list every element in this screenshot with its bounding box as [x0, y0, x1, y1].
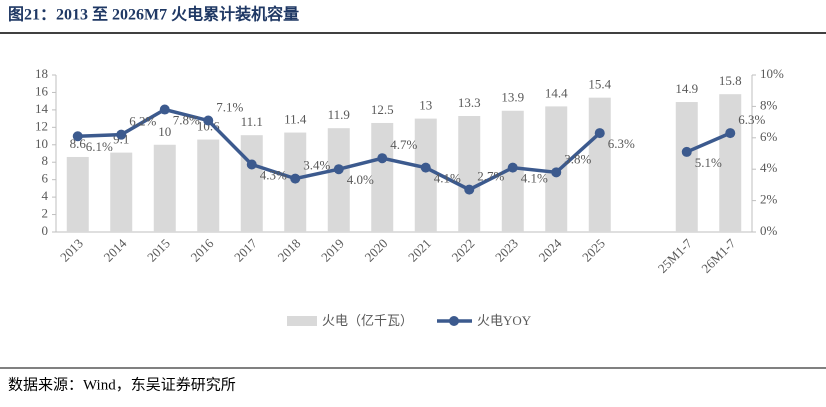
x-tick-label: 2020	[361, 236, 390, 265]
bar-label: 11.9	[328, 107, 350, 122]
bar	[458, 115, 481, 232]
chart-title: 图21：2013 至 2026M7 火电累计装机容量	[8, 5, 299, 24]
line-label: 4.3%	[260, 167, 287, 182]
line-marker	[725, 128, 736, 139]
line-label: 6.3%	[608, 136, 635, 151]
bar-label: 14.4	[545, 85, 568, 100]
line-marker	[681, 146, 692, 157]
x-tick-label: 2018	[274, 236, 303, 265]
line-label: 4.1%	[521, 171, 548, 186]
line-label: 6.1%	[86, 139, 113, 154]
line-label: 3.8%	[564, 151, 591, 166]
line-label: 4.7%	[390, 137, 417, 152]
bar-label: 12.5	[371, 102, 394, 117]
x-tick-label: 2022	[448, 236, 477, 265]
bar-label: 13.9	[501, 90, 524, 105]
line-marker	[246, 159, 257, 170]
bar	[240, 135, 263, 232]
bar-label: 11.4	[284, 112, 307, 127]
y-tick-label: 2	[42, 206, 49, 221]
y2-tick-label: 2%	[760, 192, 778, 207]
x-tick-label: 2013	[57, 236, 86, 265]
x-tick-label: 2024	[535, 235, 564, 264]
x-tick-label: 2025	[579, 236, 608, 265]
line-marker	[507, 162, 518, 173]
bar-label: 15.8	[719, 73, 742, 88]
legend-swatch	[287, 316, 317, 326]
bar	[588, 97, 611, 232]
line-marker	[464, 184, 475, 195]
line-marker	[551, 167, 562, 178]
legend-marker	[449, 316, 459, 326]
bar-label: 10.6	[197, 119, 220, 134]
bar	[371, 122, 394, 232]
bar-label: 8.6	[70, 136, 87, 151]
bar	[153, 144, 176, 232]
y-tick-label: 12	[35, 118, 48, 133]
y-tick-label: 14	[35, 101, 49, 116]
line-label: 3.4%	[303, 158, 330, 173]
line-label: 7.8%	[173, 113, 200, 128]
bar	[110, 152, 133, 232]
line-marker	[203, 115, 214, 126]
y-tick-label: 6	[42, 171, 49, 186]
line-label: 6.3%	[738, 112, 765, 127]
x-tick-label: 2017	[231, 235, 260, 264]
x-tick-label: 2019	[318, 236, 347, 265]
line-label: 5.1%	[695, 155, 722, 170]
y2-tick-label: 8%	[760, 97, 778, 112]
line	[686, 131, 731, 154]
source: 数据来源：Wind，东吴证券研究所	[8, 376, 236, 393]
line-marker	[116, 129, 127, 140]
y-tick-label: 10	[35, 136, 48, 151]
bar-label: 15.4	[588, 77, 611, 92]
line-marker	[377, 153, 388, 164]
line-marker	[159, 104, 170, 115]
y-tick-label: 8	[42, 153, 49, 168]
bar	[327, 128, 350, 232]
line-marker	[72, 131, 83, 142]
legend-label: 火电YOY	[477, 313, 532, 328]
bar-label: 13.3	[458, 95, 481, 110]
bar	[675, 102, 698, 233]
bar-label: 14.9	[675, 81, 698, 96]
y2-tick-label: 4%	[760, 160, 778, 175]
x-tick-label: 2015	[144, 236, 173, 265]
bar	[66, 156, 89, 232]
y2-tick-label: 10%	[760, 66, 784, 81]
y2-tick-label: 6%	[760, 129, 778, 144]
line-label: 6.2%	[129, 114, 156, 129]
bar	[719, 94, 742, 232]
line-marker	[420, 162, 431, 173]
line-label: 2.7%	[477, 169, 504, 184]
x-tick-label: 2016	[187, 235, 216, 264]
bar-label: 11.1	[241, 114, 263, 129]
x-tick-label: 2021	[405, 236, 434, 265]
line-label: 7.1%	[216, 100, 243, 115]
line-marker	[290, 173, 301, 184]
line-marker	[333, 164, 344, 175]
legend-label: 火电（亿千瓦）	[322, 313, 413, 328]
x-tick-label: 26M1-7	[698, 235, 739, 276]
bar-label: 13	[419, 98, 432, 113]
y2-tick-label: 0%	[760, 223, 778, 238]
y-tick-label: 16	[35, 83, 49, 98]
line-label: 4.0%	[347, 172, 374, 187]
bar	[197, 139, 220, 232]
x-tick-label: 2014	[100, 235, 129, 264]
y-tick-label: 4	[42, 188, 49, 203]
x-tick-label: 2023	[492, 236, 521, 265]
bar-label: 10	[158, 124, 171, 139]
line-marker	[594, 128, 605, 139]
bar	[414, 118, 437, 232]
line-label: 4.1%	[434, 171, 461, 186]
y-tick-label: 18	[35, 66, 48, 81]
y-tick-label: 0	[42, 223, 49, 238]
x-tick-label: 25M1-7	[655, 235, 696, 276]
